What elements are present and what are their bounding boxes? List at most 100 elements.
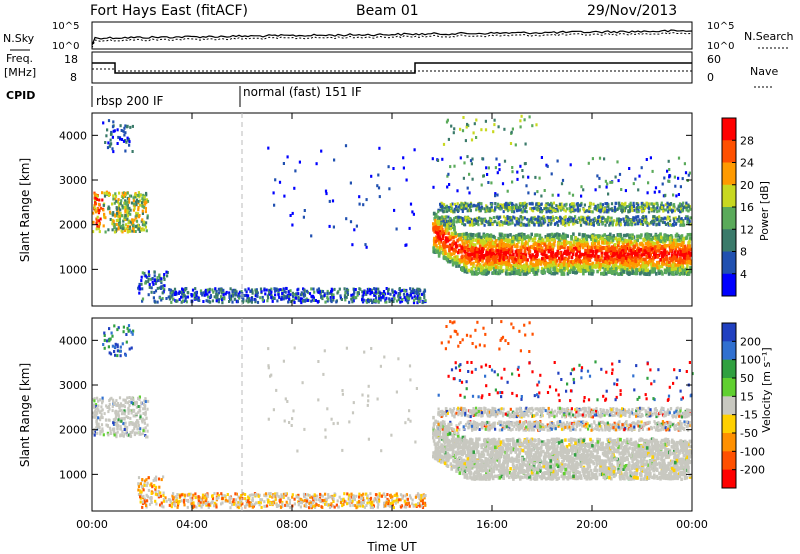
data-cell — [638, 256, 642, 260]
data-cell — [370, 291, 374, 294]
data-cell — [126, 214, 129, 218]
data-cell — [400, 299, 404, 303]
data-cell — [552, 272, 556, 276]
data-cell — [530, 258, 533, 262]
data-cell — [466, 260, 469, 265]
data-cell — [520, 255, 523, 259]
data-cell — [486, 237, 490, 242]
data-cell — [132, 229, 135, 233]
data-cell — [345, 217, 348, 221]
data-cell — [129, 125, 132, 129]
data-cell — [437, 254, 441, 258]
data-cell — [98, 208, 101, 212]
data-cell — [520, 221, 523, 225]
data-cell — [479, 264, 482, 269]
data-cell — [526, 242, 529, 246]
data-cell — [636, 259, 639, 263]
data-cell — [588, 263, 592, 267]
data-cell — [467, 268, 471, 273]
data-cell — [534, 233, 537, 237]
data-cell — [497, 202, 500, 206]
data-cell — [141, 271, 144, 275]
data-cell — [478, 244, 482, 249]
data-cell — [124, 124, 127, 128]
data-cell — [441, 234, 445, 238]
data-cell — [140, 282, 143, 286]
data-cell — [656, 203, 659, 207]
data-cell — [549, 222, 552, 226]
data-cell — [476, 271, 480, 276]
data-cell — [617, 233, 621, 237]
data-cell — [446, 207, 449, 211]
data-cell — [451, 243, 454, 247]
data-cell — [207, 299, 210, 303]
data-cell — [672, 243, 676, 248]
data-cell — [651, 267, 655, 271]
data-cell — [516, 222, 519, 226]
data-cell — [551, 204, 554, 208]
data-cell — [563, 257, 566, 261]
data-cell — [687, 205, 691, 209]
data-cell — [418, 292, 421, 296]
data-cell — [261, 298, 264, 302]
data-cell — [675, 258, 678, 262]
data-cell — [590, 263, 593, 268]
data-cell — [667, 251, 671, 256]
data-cell — [477, 202, 480, 206]
data-cell — [128, 200, 131, 204]
data-cell — [633, 254, 637, 258]
data-cell — [119, 201, 122, 205]
data-cell — [483, 223, 486, 227]
data-cell — [178, 290, 181, 294]
data-cell — [440, 246, 443, 251]
data-cell — [639, 268, 643, 272]
data-cell — [599, 263, 603, 267]
data-cell — [453, 227, 456, 232]
data-cell — [666, 244, 669, 248]
data-cell — [685, 236, 689, 240]
data-cell — [504, 242, 507, 247]
data-cell — [685, 247, 688, 251]
data-cell — [553, 222, 557, 226]
data-cell — [93, 191, 96, 195]
data-cell — [173, 287, 177, 291]
data-cell — [535, 247, 539, 252]
data-cell — [611, 238, 615, 242]
data-cell — [653, 236, 657, 241]
data-cell — [667, 208, 670, 211]
data-cell — [398, 292, 402, 296]
data-cell — [610, 245, 614, 249]
data-cell — [640, 201, 643, 205]
data-cell — [471, 272, 475, 276]
data-cell — [96, 225, 99, 229]
data-cell — [412, 289, 415, 293]
data-cell — [651, 256, 655, 260]
data-cell — [107, 194, 110, 197]
data-cell — [98, 222, 101, 226]
data-cell — [462, 203, 466, 207]
data-cell — [514, 257, 517, 262]
data-cell — [627, 272, 631, 276]
freq-right-tick-bottom: 0 — [707, 71, 714, 84]
data-cell — [584, 243, 587, 248]
data-cell — [391, 290, 395, 294]
data-cell — [482, 263, 485, 267]
data-cell — [163, 273, 166, 276]
data-cell — [137, 199, 140, 203]
data-cell — [642, 203, 645, 207]
data-cell — [496, 243, 499, 247]
data-cell — [521, 242, 525, 246]
data-cell — [537, 218, 540, 222]
data-cell — [607, 264, 610, 269]
data-cell — [623, 256, 626, 261]
data-cell — [215, 289, 218, 293]
data-cell — [522, 209, 525, 213]
data-cell — [498, 215, 501, 219]
data-cell — [375, 299, 378, 303]
data-cell — [437, 232, 440, 236]
data-cell — [107, 141, 110, 145]
data-cell — [687, 260, 690, 265]
data-cell — [525, 223, 528, 227]
data-cell — [124, 213, 127, 217]
data-cell — [572, 222, 575, 226]
